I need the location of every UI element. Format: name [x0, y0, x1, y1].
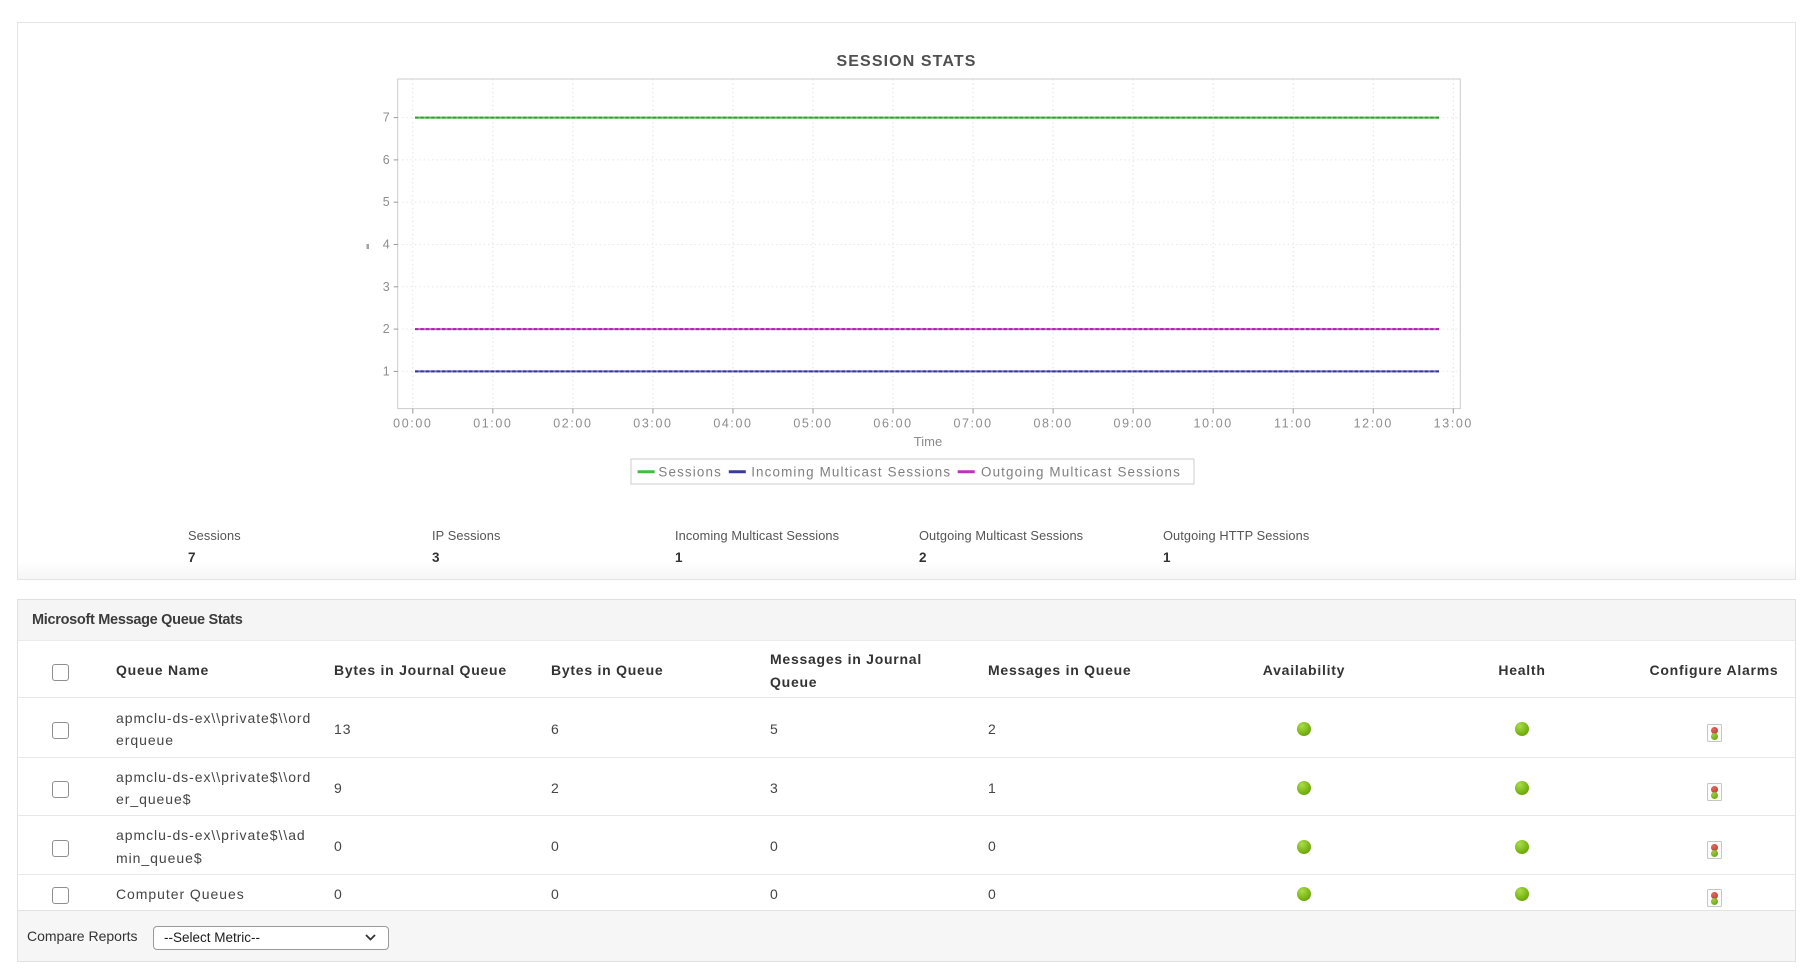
svg-text:Sessions: Sessions [658, 464, 722, 479]
svg-text:08:00: 08:00 [1033, 417, 1072, 431]
svg-text:Outgoing Multicast Sessions: Outgoing Multicast Sessions [981, 464, 1181, 479]
svg-text:02:00: 02:00 [553, 417, 592, 431]
svg-text:1: 1 [383, 364, 390, 378]
svg-text:01:00: 01:00 [473, 417, 512, 431]
svg-text:06:00: 06:00 [873, 417, 912, 431]
svg-text:5: 5 [383, 195, 390, 209]
svg-text:05:00: 05:00 [793, 417, 832, 431]
svg-text:Time: Time [914, 434, 942, 449]
svg-text:6: 6 [383, 153, 390, 167]
svg-text:11:00: 11:00 [1274, 417, 1312, 431]
svg-text:Incoming Multicast Sessions: Incoming Multicast Sessions [751, 464, 951, 479]
svg-text:03:00: 03:00 [633, 417, 672, 431]
svg-text:09:00: 09:00 [1114, 417, 1153, 431]
svg-text:3: 3 [383, 280, 390, 294]
svg-text:04:00: 04:00 [713, 417, 752, 431]
svg-text:13:00: 13:00 [1434, 417, 1473, 431]
svg-text:2: 2 [383, 322, 390, 336]
svg-text:4: 4 [383, 238, 390, 252]
svg-text:12:00: 12:00 [1354, 417, 1393, 431]
svg-text:7: 7 [383, 111, 390, 125]
svg-text:10:00: 10:00 [1194, 417, 1233, 431]
svg-text:07:00: 07:00 [953, 417, 992, 431]
svg-text:00:00: 00:00 [393, 417, 432, 431]
